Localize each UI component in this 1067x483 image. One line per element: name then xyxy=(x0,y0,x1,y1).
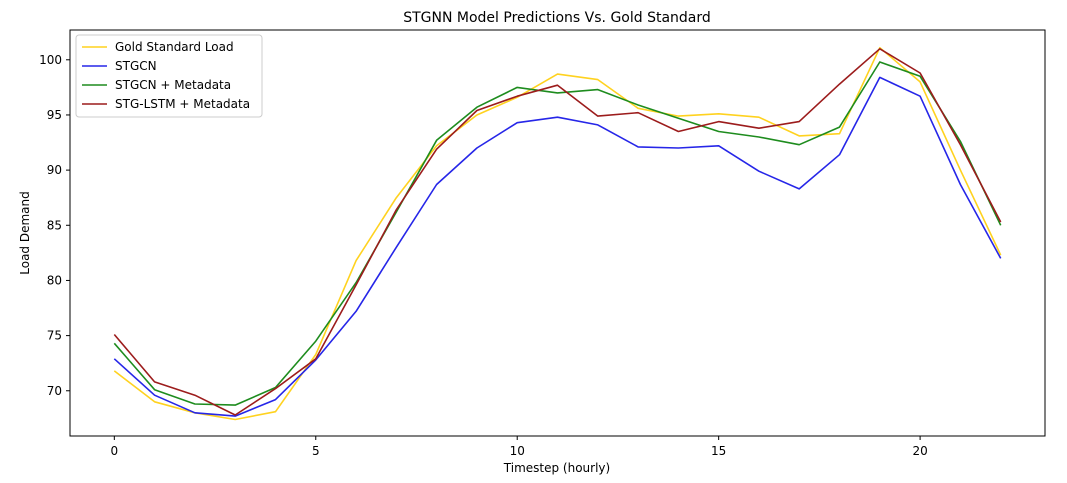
legend-label-3: STG-LSTM + Metadata xyxy=(115,97,250,111)
plot-area-frame xyxy=(69,29,1046,437)
series-line-1 xyxy=(113,76,1002,417)
x-tick-label-0: 0 xyxy=(110,444,118,458)
legend: Gold Standard Load STGCN STGCN + Metadata S… xyxy=(75,34,263,118)
series-line-3 xyxy=(113,47,1002,416)
y-tick-label-0: 70 xyxy=(47,384,62,398)
legend-label-0: Gold Standard Load xyxy=(115,40,234,54)
y-tick-label-4: 90 xyxy=(47,163,62,177)
x-tick-label-2: 10 xyxy=(510,444,525,458)
chart-title: STGNN Model Predictions Vs. Gold Standar… xyxy=(403,10,711,26)
x-axis: 0 5 10 15 20 xyxy=(110,436,928,458)
y-axis: 70 75 80 85 90 95 100 xyxy=(39,53,70,398)
y-axis-label: Load Demand xyxy=(18,191,32,275)
y-tick-label-3: 85 xyxy=(47,218,62,232)
series-line-2 xyxy=(113,61,1002,406)
x-tick-label-1: 5 xyxy=(312,444,320,458)
y-tick-label-6: 100 xyxy=(39,53,62,67)
y-tick-label-1: 75 xyxy=(47,329,62,343)
legend-label-2: STGCN + Metadata xyxy=(115,78,231,92)
series-layer xyxy=(113,46,1002,421)
legend-label-1: STGCN xyxy=(115,59,157,73)
x-tick-label-4: 20 xyxy=(912,444,927,458)
legend-box xyxy=(75,34,263,118)
x-axis-label: Timestep (hourly) xyxy=(503,461,610,475)
y-tick-label-5: 95 xyxy=(47,108,62,122)
y-tick-label-2: 80 xyxy=(47,273,62,287)
x-tick-label-3: 15 xyxy=(711,444,726,458)
